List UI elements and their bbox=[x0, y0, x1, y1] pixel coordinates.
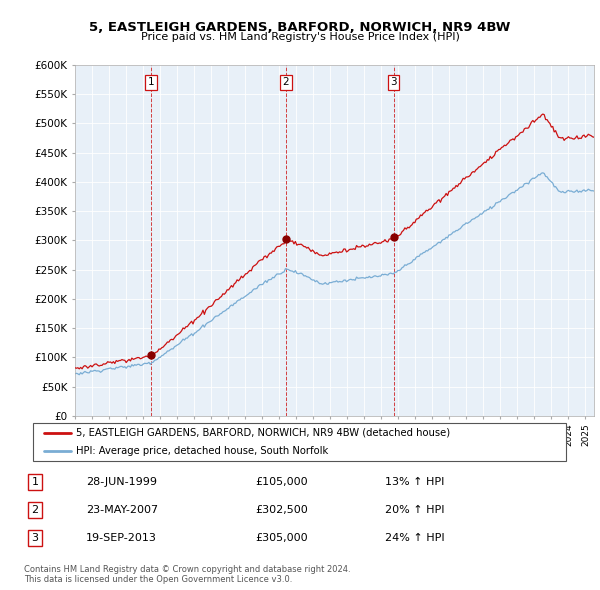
Text: 28-JUN-1999: 28-JUN-1999 bbox=[86, 477, 157, 487]
Text: 2: 2 bbox=[283, 77, 289, 87]
Text: 5, EASTLEIGH GARDENS, BARFORD, NORWICH, NR9 4BW: 5, EASTLEIGH GARDENS, BARFORD, NORWICH, … bbox=[89, 21, 511, 34]
Text: 1: 1 bbox=[31, 477, 38, 487]
Text: £305,000: £305,000 bbox=[255, 533, 308, 543]
Text: 1: 1 bbox=[148, 77, 155, 87]
Text: 2: 2 bbox=[31, 505, 38, 514]
Text: £105,000: £105,000 bbox=[255, 477, 308, 487]
FancyBboxPatch shape bbox=[33, 423, 566, 461]
Text: 3: 3 bbox=[31, 533, 38, 543]
Text: HPI: Average price, detached house, South Norfolk: HPI: Average price, detached house, Sout… bbox=[76, 446, 328, 456]
Text: This data is licensed under the Open Government Licence v3.0.: This data is licensed under the Open Gov… bbox=[24, 575, 292, 584]
Text: Price paid vs. HM Land Registry's House Price Index (HPI): Price paid vs. HM Land Registry's House … bbox=[140, 32, 460, 42]
Text: 23-MAY-2007: 23-MAY-2007 bbox=[86, 505, 158, 514]
Text: 24% ↑ HPI: 24% ↑ HPI bbox=[385, 533, 444, 543]
Text: Contains HM Land Registry data © Crown copyright and database right 2024.: Contains HM Land Registry data © Crown c… bbox=[24, 565, 350, 574]
Text: £302,500: £302,500 bbox=[255, 505, 308, 514]
Text: 13% ↑ HPI: 13% ↑ HPI bbox=[385, 477, 444, 487]
Text: 5, EASTLEIGH GARDENS, BARFORD, NORWICH, NR9 4BW (detached house): 5, EASTLEIGH GARDENS, BARFORD, NORWICH, … bbox=[76, 428, 450, 438]
Text: 3: 3 bbox=[390, 77, 397, 87]
Text: 19-SEP-2013: 19-SEP-2013 bbox=[86, 533, 157, 543]
Text: 20% ↑ HPI: 20% ↑ HPI bbox=[385, 505, 444, 514]
